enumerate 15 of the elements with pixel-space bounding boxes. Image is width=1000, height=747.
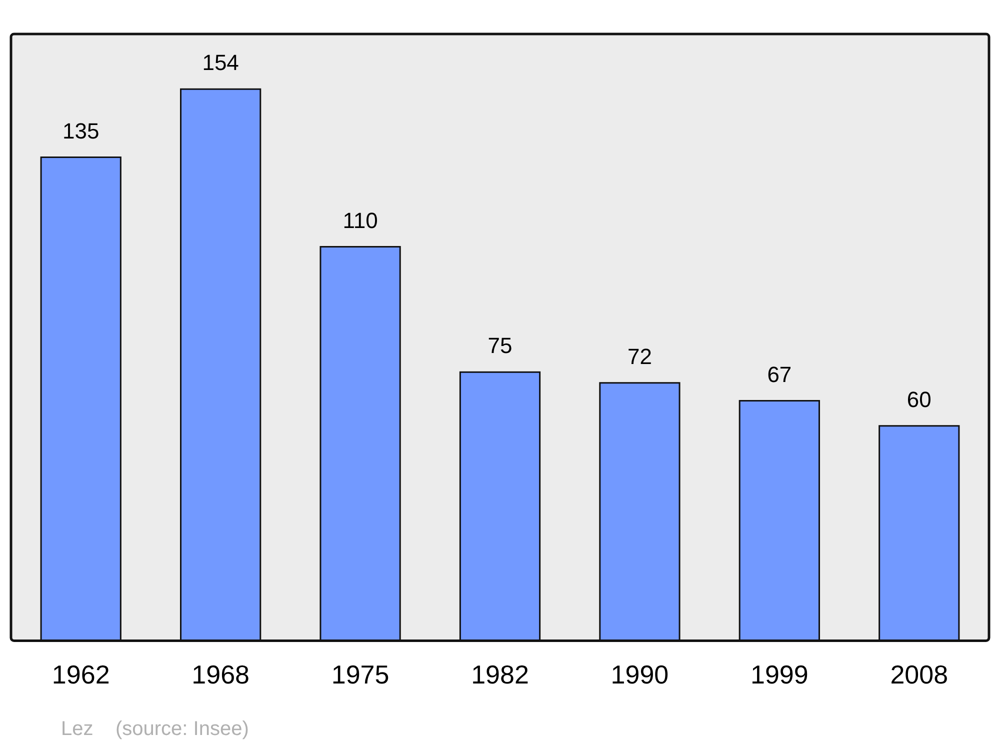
x-tick-label: 1975	[331, 660, 390, 690]
data-label: 135	[62, 118, 100, 144]
data-label: 60	[906, 386, 932, 412]
x-tick-label: 2008	[890, 660, 948, 690]
x-tick-label: 1982	[471, 660, 529, 690]
text: Lez (source: Insee)	[61, 718, 249, 741]
x-tick-label: 1962	[52, 660, 110, 690]
x-tick-label: 1999	[750, 660, 808, 690]
data-label: 67	[767, 362, 792, 387]
data-label: 75	[488, 333, 512, 358]
x-tick-label: 1968	[192, 660, 250, 690]
data-label: 154	[202, 50, 239, 76]
data-label: 110	[342, 208, 378, 233]
x-tick-label: 1990	[610, 660, 669, 690]
data-label: 72	[627, 344, 652, 369]
